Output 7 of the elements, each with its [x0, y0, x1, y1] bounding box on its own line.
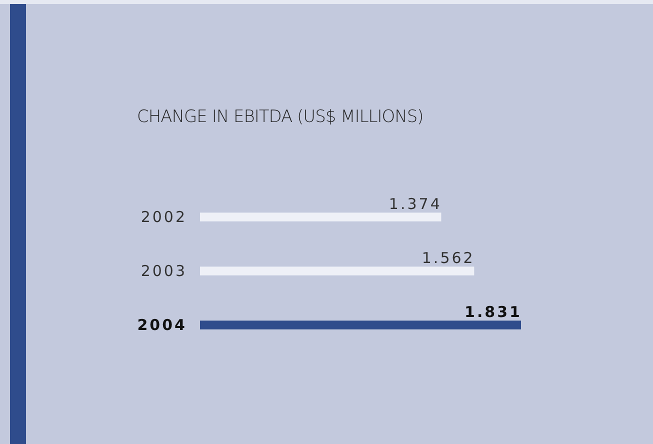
y-tick-label: 2003: [140, 262, 187, 280]
chart-title: CHANGE IN EBITDA (US$ MILLIONS): [137, 107, 424, 127]
data-label: 1.374: [388, 195, 442, 213]
y-tick-label: 2002: [140, 208, 187, 226]
data-label: 1.831: [464, 303, 522, 321]
data-label: 1.562: [422, 249, 475, 267]
y-tick-label: 2004: [137, 316, 187, 334]
